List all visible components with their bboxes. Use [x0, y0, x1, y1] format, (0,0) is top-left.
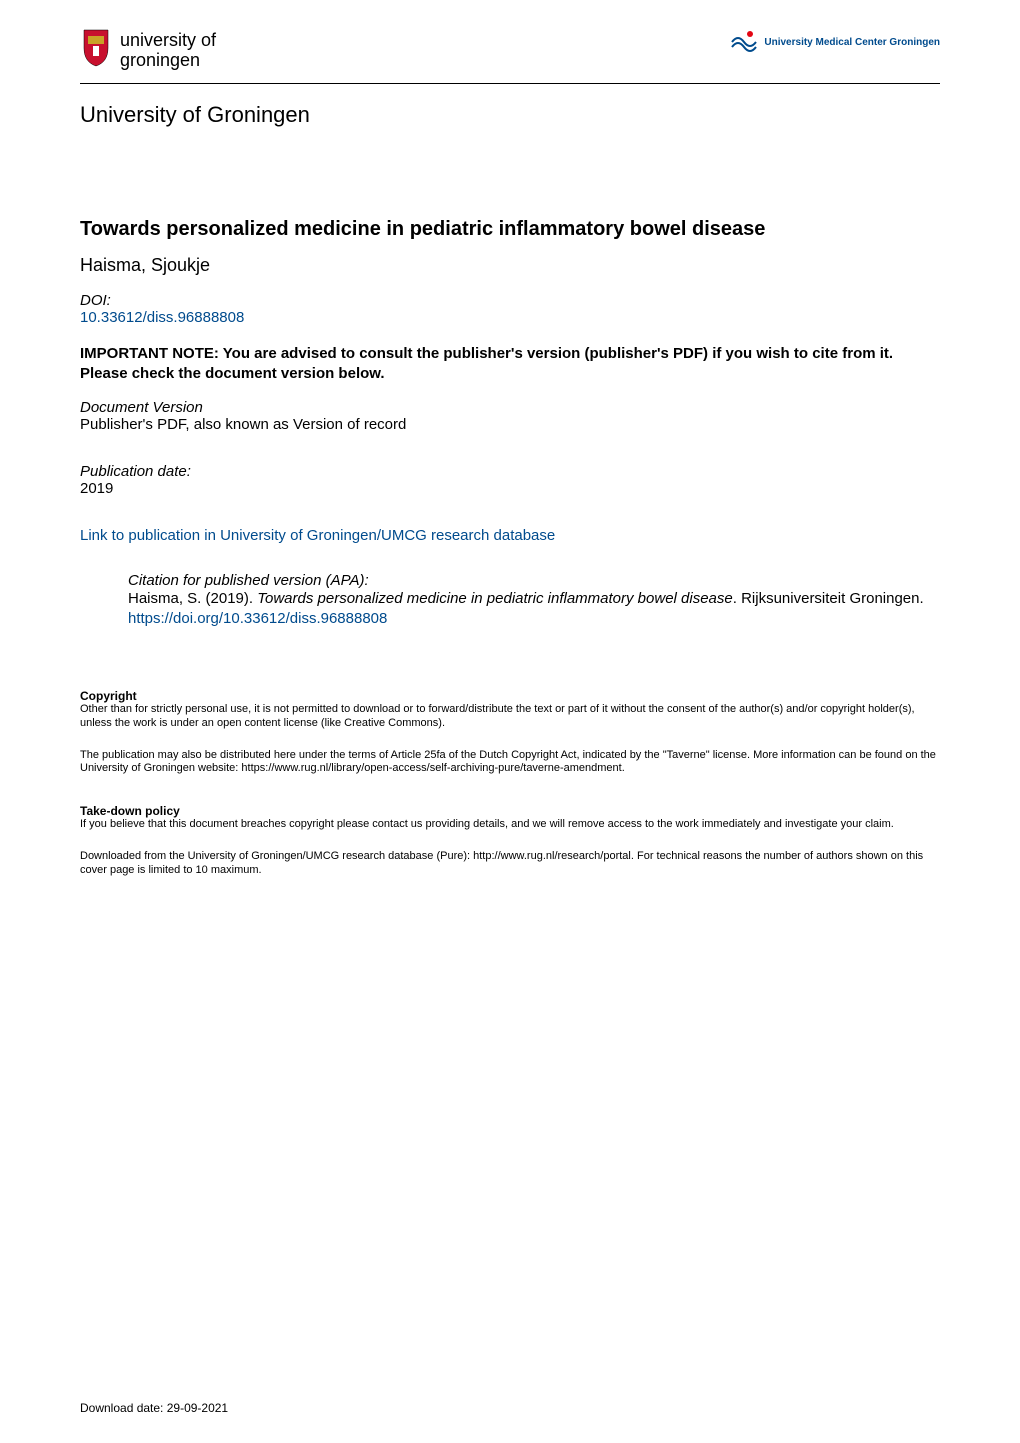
doi-block: DOI: 10.33612/diss.96888808 — [80, 292, 940, 326]
citation-label: Citation for published version (APA): — [128, 572, 940, 589]
publication-date-block: Publication date: 2019 — [80, 463, 940, 497]
citation-block: Citation for published version (APA): Ha… — [128, 572, 940, 630]
citation-text: Haisma, S. (2019). Towards personalized … — [128, 589, 940, 630]
rug-logo-block: university of groningen — [80, 28, 216, 73]
doi-label: DOI: — [80, 292, 940, 309]
page-container: university of groningen University Medic… — [0, 0, 1020, 1443]
umcg-logo-block: University Medical Center Groningen — [730, 28, 940, 57]
umcg-logo-text: University Medical Center Groningen — [764, 37, 940, 48]
important-note: IMPORTANT NOTE: You are advised to consu… — [80, 344, 940, 385]
download-note-pre: Downloaded from the University of Gronin… — [80, 850, 473, 862]
rug-logo-text: university of groningen — [120, 31, 216, 71]
download-note: Downloaded from the University of Gronin… — [80, 850, 940, 878]
doc-version-label: Document Version — [80, 399, 940, 416]
copyright-para1: Other than for strictly personal use, it… — [80, 703, 940, 731]
university-name: University of Groningen — [80, 102, 940, 128]
citation-publisher: . Rijksuniversiteit Groningen. — [733, 590, 924, 607]
download-note-url: http://www.rug.nl/research/portal — [473, 850, 631, 862]
thesis-title: Towards personalized medicine in pediatr… — [80, 218, 940, 241]
author-name: Haisma, Sjoukje — [80, 255, 940, 276]
doi-link[interactable]: 10.33612/diss.96888808 — [80, 309, 940, 326]
download-date-footer: Download date: 29-09-2021 — [80, 1401, 228, 1415]
copyright-para2: The publication may also be distributed … — [80, 749, 940, 777]
citation-author-year: Haisma, S. (2019). — [128, 590, 257, 607]
copyright-section: Copyright Other than for strictly person… — [80, 689, 940, 776]
header-divider — [80, 83, 940, 84]
document-version-block: Document Version Publisher's PDF, also k… — [80, 399, 940, 433]
copyright-heading: Copyright — [80, 689, 940, 703]
citation-doi-link[interactable]: https://doi.org/10.33612/diss.96888808 — [128, 610, 387, 627]
copyright-para2-post: . — [622, 762, 625, 774]
takedown-section: Take-down policy If you believe that thi… — [80, 804, 940, 832]
pub-date-value: 2019 — [80, 480, 940, 497]
research-database-link[interactable]: Link to publication in University of Gro… — [80, 527, 940, 544]
rug-crest-icon — [80, 28, 112, 73]
takedown-text: If you believe that this document breach… — [80, 818, 940, 832]
rug-logo-line1: university of — [120, 31, 216, 51]
doc-version-value: Publisher's PDF, also known as Version o… — [80, 416, 940, 433]
copyright-para2-url: https://www.rug.nl/library/open-access/s… — [241, 762, 621, 774]
takedown-heading: Take-down policy — [80, 804, 940, 818]
citation-title: Towards personalized medicine in pediatr… — [257, 590, 733, 607]
pub-date-label: Publication date: — [80, 463, 940, 480]
rug-logo-line2: groningen — [120, 51, 216, 71]
page-header: university of groningen University Medic… — [80, 28, 940, 73]
umcg-waves-icon — [730, 28, 758, 57]
